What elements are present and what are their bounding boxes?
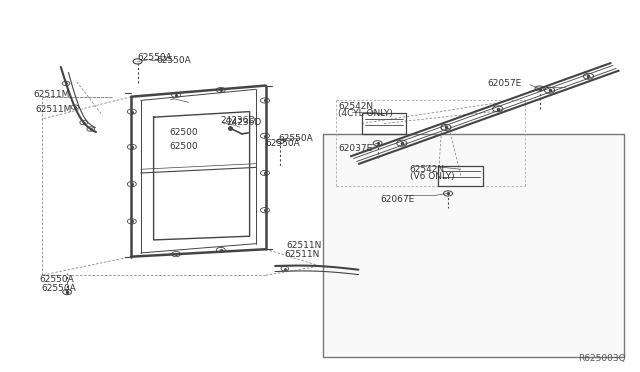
Text: 62550A: 62550A [278,134,313,143]
Text: 62500: 62500 [170,142,198,151]
Text: 62550A: 62550A [42,284,76,293]
Text: R625003Q: R625003Q [579,354,626,363]
Text: 24236D: 24236D [226,118,261,126]
Text: 24236D: 24236D [221,116,256,125]
Text: 62511N: 62511N [287,241,322,250]
Text: 62057E: 62057E [488,79,522,88]
Text: 62550A: 62550A [266,139,300,148]
Text: 62500: 62500 [170,128,198,137]
Text: (V6 ONLY): (V6 ONLY) [410,172,454,181]
Text: 62542N: 62542N [410,165,445,174]
Bar [323,134,624,357]
Text: 62511N: 62511N [285,250,320,259]
Text: 62550A: 62550A [40,275,74,283]
Text: 62550A: 62550A [157,56,191,65]
Text: 62067E: 62067E [381,195,415,204]
Text: 62511M: 62511M [35,105,72,114]
Text: 62511M: 62511M [33,90,70,99]
Text: 62542N: 62542N [338,102,373,110]
Text: 62037E: 62037E [338,144,372,153]
Text: 62550A: 62550A [138,53,172,62]
Text: (4CYL ONLY): (4CYL ONLY) [338,109,393,118]
